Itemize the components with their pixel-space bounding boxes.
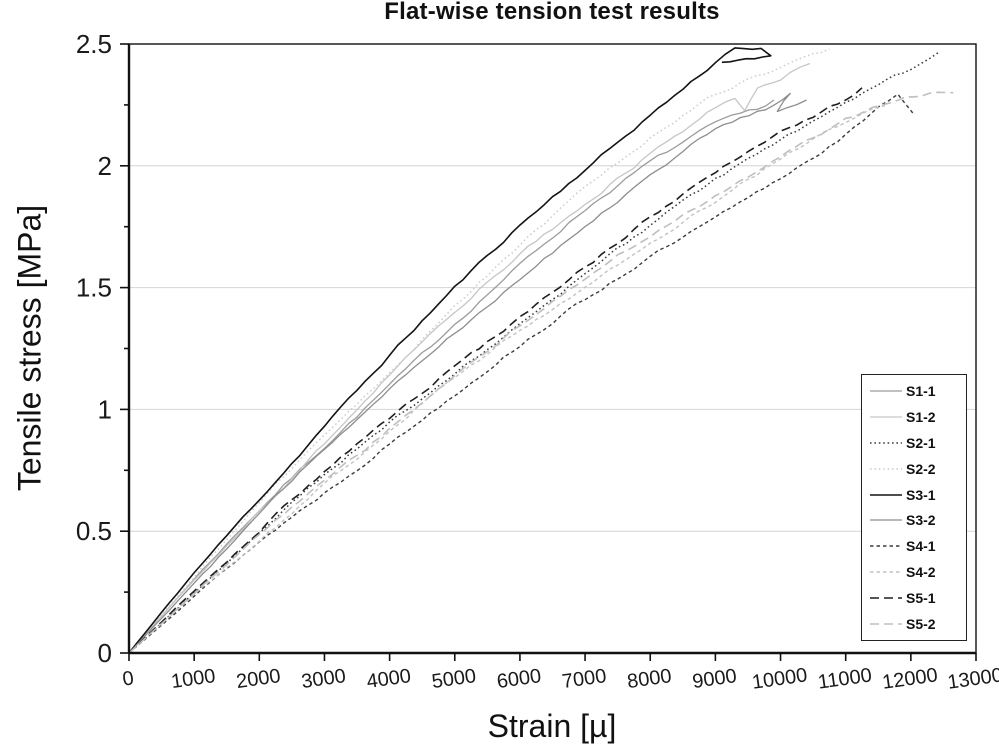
- y-tick-label: 2.5: [76, 29, 112, 59]
- y-tick-label: 1: [98, 394, 112, 424]
- legend-label: S1-1: [906, 382, 936, 399]
- plot-frame: [128, 43, 977, 654]
- series-line-S4-1: [128, 93, 915, 654]
- series-line-S5-1: [128, 87, 863, 654]
- chart-title: Flat-wise tension test results: [384, 0, 720, 25]
- series-line-S3-1: [128, 47, 772, 654]
- x-tick-label: 9000: [691, 665, 738, 693]
- legend-label: S3-2: [906, 512, 936, 529]
- legend-item-S3-2: S3-2: [868, 509, 966, 531]
- legend-line-sample: [870, 519, 902, 522]
- legend-line-sample: [870, 467, 902, 470]
- y-tick-label: 0.5: [76, 516, 112, 546]
- series-line-S3-2: [128, 92, 807, 654]
- legend-label: S4-2: [906, 564, 936, 581]
- legend-label: S5-1: [906, 590, 936, 607]
- x-tick-label: 12000: [881, 664, 939, 694]
- legend-line-sample: [870, 571, 902, 573]
- legend-item-S5-1: S5-1: [868, 587, 966, 609]
- x-tick-label: 10000: [751, 664, 809, 694]
- legend-line-sample: [870, 493, 902, 496]
- y-tick-label: 0: [98, 638, 112, 668]
- legend-item-S5-2: S5-2: [868, 613, 966, 635]
- x-tick-label: 2000: [235, 665, 282, 693]
- x-tick-label: 1000: [170, 665, 217, 693]
- x-tick-label: 7000: [561, 665, 608, 693]
- legend-item-S2-1: S2-1: [868, 432, 966, 454]
- legend-label: S5-2: [906, 615, 936, 632]
- legend-line-sample: [870, 545, 902, 547]
- y-tick-label: 1.5: [76, 273, 112, 303]
- legend-label: S2-2: [906, 460, 936, 477]
- legend-line-sample: [870, 623, 902, 625]
- x-tick-label: 6000: [496, 665, 543, 693]
- legend-label: S4-1: [906, 538, 936, 555]
- series-line-S2-2: [128, 48, 830, 654]
- y-tick-label: 2: [98, 151, 112, 181]
- series-line-S5-2: [128, 91, 954, 654]
- x-tick-label: 0: [121, 667, 135, 690]
- legend-label: S3-1: [906, 486, 936, 503]
- legend-item-S1-2: S1-2: [868, 406, 966, 428]
- legend-line-sample: [870, 390, 902, 392]
- x-tick-label: 5000: [430, 665, 477, 693]
- legend-item-S1-1: S1-1: [868, 380, 966, 402]
- x-tick-label: 8000: [626, 665, 673, 693]
- x-tick-label: 13000: [946, 664, 999, 694]
- legend-label: S1-2: [906, 408, 936, 425]
- legend-item-S2-2: S2-2: [868, 458, 966, 480]
- legend-label: S2-1: [906, 434, 936, 451]
- legend-item-S4-1: S4-1: [868, 535, 966, 557]
- legend-box: S1-1 S1-2 S2-1 S2-2 S3-1 S3-2 S4-1 S4-2 S5-1 S5-2: [861, 374, 967, 641]
- legend-line-sample: [870, 597, 902, 599]
- x-tick-label: 11000: [817, 664, 874, 693]
- series-line-S4-2: [128, 104, 889, 654]
- series-line-S1-2: [128, 62, 811, 654]
- legend-item-S4-2: S4-2: [868, 561, 966, 583]
- series-line-S1-1: [128, 99, 775, 654]
- x-tick-label: 3000: [300, 665, 347, 693]
- legend-item-S3-1: S3-1: [868, 484, 966, 506]
- x-axis-title: Strain [µ]: [487, 708, 617, 744]
- legend-line-sample: [870, 416, 902, 418]
- series-line-S2-1: [128, 50, 941, 654]
- legend-line-sample: [870, 441, 902, 444]
- x-tick-label: 4000: [365, 665, 412, 693]
